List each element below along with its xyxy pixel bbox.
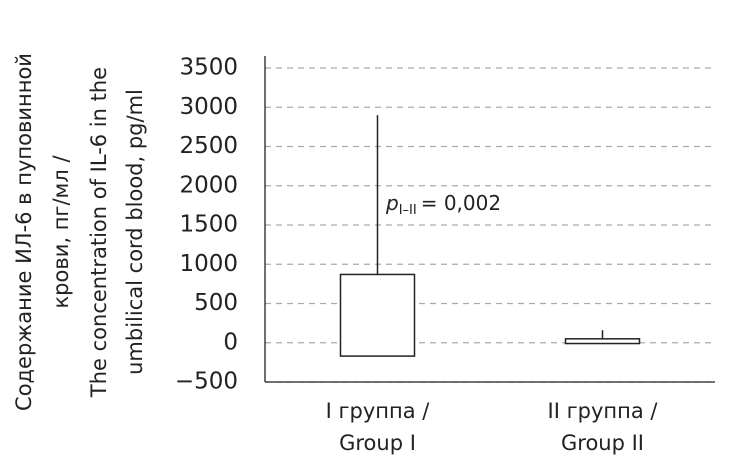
box xyxy=(564,338,641,345)
y-tick-label: 2000 xyxy=(179,172,238,198)
x-tick-label: Group I xyxy=(339,431,416,455)
x-tick-label: I группа / xyxy=(326,399,431,423)
x-tick-label: II группа / xyxy=(548,399,659,423)
x-tick-label: Group II xyxy=(561,431,644,455)
y-tick-label: 500 xyxy=(194,290,238,316)
annotation-text: = 0,002 xyxy=(421,191,501,215)
y-axis-label: The concentration of IL-6 in the xyxy=(87,67,111,398)
y-axis-label: Содержание ИЛ-6 в пуповинной xyxy=(12,53,36,411)
y-axis-label: umbilical cord blood, pg/ml xyxy=(123,89,147,375)
annotation: pI–II = 0,002 xyxy=(385,191,501,218)
box xyxy=(339,273,416,357)
y-tick-label: −500 xyxy=(175,369,238,395)
y-tick-label: 1000 xyxy=(179,251,238,277)
y-axis-label: крови, пг/мл / xyxy=(49,155,73,309)
y-tick-label: 1500 xyxy=(179,212,238,238)
annotation-subscript: I–II xyxy=(399,203,417,218)
y-tick-label: 2500 xyxy=(179,133,238,159)
y-tick-label: 3000 xyxy=(179,94,238,120)
annotation-p: p xyxy=(385,191,399,215)
y-tick-label: 0 xyxy=(223,329,238,355)
y-tick-label: 3500 xyxy=(179,55,238,81)
